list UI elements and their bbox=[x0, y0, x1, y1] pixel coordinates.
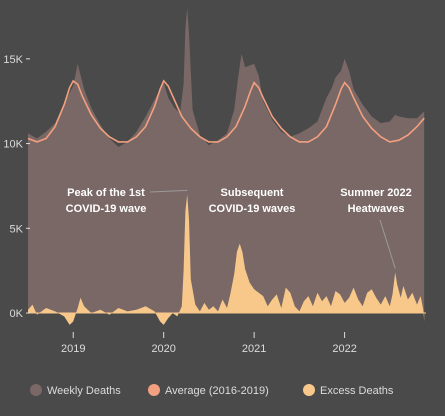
y-tick-label: 0K bbox=[10, 308, 24, 320]
legend-swatch bbox=[30, 384, 42, 396]
annotation-covid-subsequent-waves: Subsequent COVID-19 waves bbox=[209, 187, 296, 215]
legend-item: Weekly Deaths bbox=[30, 384, 121, 397]
annotation-text: Peak of the 1st bbox=[67, 187, 145, 199]
series-weekly-deaths bbox=[28, 8, 425, 314]
annotation-text: Subsequent bbox=[221, 187, 284, 199]
axes-layer: 0K 5K 10K 15K 2019 2020 2021 2022 bbox=[3, 54, 356, 355]
legend-swatch bbox=[303, 384, 315, 396]
annotation-text: Heatwaves bbox=[348, 203, 405, 215]
annotation-text: COVID-19 wave bbox=[66, 203, 147, 215]
x-tick-label: 2019 bbox=[61, 343, 85, 355]
y-tick-label: 15K bbox=[3, 54, 23, 66]
legend: Weekly Deaths Average (2016-2019) Excess D… bbox=[30, 384, 394, 397]
legend-item: Excess Deaths bbox=[303, 384, 394, 397]
legend-label: Weekly Deaths bbox=[47, 385, 121, 397]
legend-label: Average (2016-2019) bbox=[165, 385, 269, 397]
series-excess-deaths bbox=[28, 194, 425, 325]
marks-layer bbox=[27, 8, 426, 325]
annotation-layer: Peak of the 1st COVID-19 wave Subsequent CO… bbox=[66, 187, 412, 269]
series-average-line bbox=[27, 79, 425, 143]
x-tick-label: 2020 bbox=[151, 343, 175, 355]
annotation-summer-heatwaves: Summer 2022 Heatwaves bbox=[340, 187, 412, 269]
annotation-covid-first-wave: Peak of the 1st COVID-19 wave bbox=[66, 187, 188, 215]
annotation-text: COVID-19 waves bbox=[209, 203, 296, 215]
x-tick-label: 2021 bbox=[242, 343, 266, 355]
x-tick-label: 2022 bbox=[332, 343, 356, 355]
legend-swatch bbox=[148, 384, 160, 396]
annotation-leader-line bbox=[149, 189, 188, 193]
annotation-leader-line bbox=[379, 219, 396, 269]
y-tick-label: 5K bbox=[10, 223, 24, 235]
y-tick-label: 10K bbox=[3, 139, 23, 151]
legend-item: Average (2016-2019) bbox=[148, 384, 269, 397]
annotation-text: Summer 2022 bbox=[340, 187, 412, 199]
legend-label: Excess Deaths bbox=[320, 385, 394, 397]
